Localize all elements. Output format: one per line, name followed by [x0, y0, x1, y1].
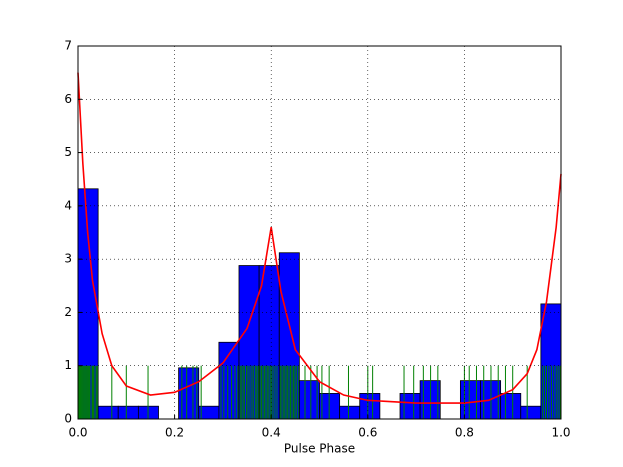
fit-curve	[77, 72, 562, 404]
y-tick-label: 1	[64, 358, 72, 372]
x-tick-label: 0.4	[262, 426, 281, 440]
y-tick-label: 0	[64, 412, 72, 426]
y-tick-label: 4	[64, 198, 72, 212]
y-tick-label: 5	[64, 145, 72, 159]
y-tick-label: 6	[64, 92, 72, 106]
bar	[97, 405, 119, 420]
x-tick-label: 0.8	[455, 426, 474, 440]
bar	[117, 405, 139, 420]
bar	[459, 380, 481, 420]
x-tick-label: 0.2	[165, 426, 184, 440]
bar	[298, 380, 320, 420]
x-tick-label: 1.0	[551, 426, 570, 440]
x-tick-label: 0.0	[68, 426, 87, 440]
bar	[500, 393, 522, 420]
bar	[198, 405, 220, 420]
y-tick-label: 7	[64, 39, 72, 53]
x-axis-label: Pulse Phase	[284, 442, 355, 456]
bar	[339, 405, 361, 420]
x-tick-label: 0.6	[358, 426, 377, 440]
y-tick-label: 2	[64, 305, 72, 319]
y-tick-label: 3	[64, 252, 72, 266]
plot-frame	[77, 45, 562, 420]
bar	[399, 393, 421, 420]
bar	[520, 405, 542, 420]
bar	[359, 393, 381, 420]
